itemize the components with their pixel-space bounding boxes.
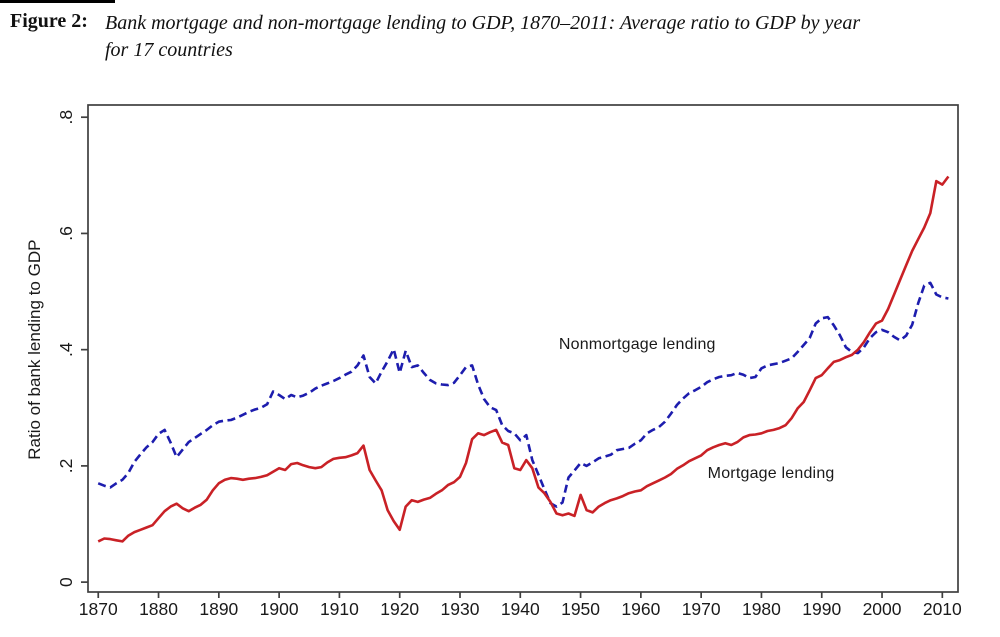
series-label-nonmortgage: Nonmortgage lending: [558, 336, 716, 353]
x-tick-label: 1900: [260, 599, 299, 619]
x-tick-label: 1960: [621, 599, 660, 619]
x-tick-label: 1990: [802, 599, 841, 619]
x-tick-label: 1910: [320, 599, 359, 619]
x-tick-label: 1980: [742, 599, 781, 619]
y-tick-label: 0: [56, 577, 76, 587]
x-tick-label: 1950: [561, 599, 600, 619]
y-tick-label: .2: [56, 459, 76, 474]
x-tick-label: 1920: [380, 599, 419, 619]
x-axis: 1870 1880 1890 1900 1910 1920 1930 1940 1950 1960…: [79, 592, 962, 619]
y-tick-label: .6: [56, 226, 76, 241]
figure-caption-text: Bank mortgage and non-mortgage lending t…: [105, 6, 985, 64]
x-tick-label: 1970: [682, 599, 721, 619]
figure-caption-line1: Bank mortgage and non-mortgage lending t…: [105, 12, 861, 34]
x-tick-label: 1890: [199, 599, 238, 619]
x-tick-label: 2000: [863, 599, 902, 619]
figure-caption-block: Figure 2: Bank mortgage and non-mortgage…: [0, 6, 1000, 64]
plot-border: [87, 104, 959, 593]
x-tick-label: 1870: [79, 599, 118, 619]
figure-label: Figure 2:: [10, 10, 88, 32]
x-tick-label: 2010: [923, 599, 962, 619]
y-tick-label: .4: [56, 342, 76, 357]
figure-caption-line2: for 17 countries: [105, 39, 233, 61]
x-tick-label: 1940: [501, 599, 540, 619]
x-tick-label: 1880: [139, 599, 178, 619]
y-axis: 0 .2 .4 .6 .8: [56, 110, 88, 587]
x-tick-label: 1930: [441, 599, 480, 619]
series-line-mortgage: [97, 175, 950, 543]
y-tick-label: .8: [56, 110, 76, 125]
series-label-mortgage: Mortgage lending: [707, 465, 835, 483]
page-top-rule: [0, 0, 115, 3]
series-line-nonmortgage: [97, 281, 949, 508]
y-axis-title: Ratio of bank lending to GDP: [25, 240, 44, 460]
